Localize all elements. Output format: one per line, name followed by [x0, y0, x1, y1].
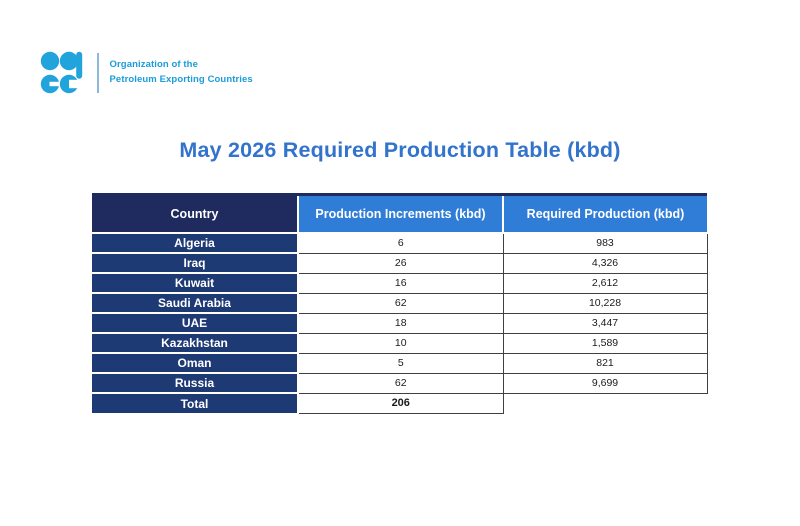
org-name-line2: Petroleum Exporting Countries [109, 74, 253, 85]
column-header-country: Country [92, 193, 299, 234]
required-cell: 10,228 [502, 292, 708, 314]
required-cell: 9,699 [502, 372, 708, 394]
table-body: Algeria 6 983 Iraq 26 4,326 Kuwait 16 2,612 Saudi… [92, 232, 708, 414]
required-cell: 1,589 [502, 332, 708, 354]
table-row: Algeria 6 983 [92, 232, 708, 254]
increment-cell: 62 [297, 372, 504, 394]
country-cell: Russia [92, 373, 299, 394]
table-total-row: Total 206 [92, 392, 707, 414]
column-header-required: Required Production (kbd) [503, 193, 707, 234]
increment-cell: 26 [297, 252, 504, 274]
country-cell: UAE [92, 313, 299, 334]
country-cell: Saudi Arabia [92, 293, 299, 314]
country-cell: Kuwait [92, 273, 299, 294]
required-cell: 3,447 [502, 312, 708, 334]
increment-cell: 10 [297, 332, 504, 354]
required-cell: 821 [502, 352, 708, 374]
country-cell: Kazakhstan [92, 333, 299, 354]
country-cell: Iraq [92, 253, 299, 274]
org-name: Organization of the Petroleum Exporting … [110, 58, 253, 87]
increment-cell: 16 [297, 272, 504, 294]
page-title: May 2026 Required Production Table (kbd) [179, 138, 621, 162]
increment-cell: 5 [297, 352, 504, 374]
required-cell: 983 [502, 232, 708, 254]
table-row: Oman 5 821 [92, 352, 708, 374]
increment-cell: 18 [297, 312, 504, 334]
logo-divider [97, 53, 99, 93]
increment-cell: 6 [297, 232, 504, 254]
table-row: UAE 18 3,447 [92, 312, 708, 334]
increment-cell: 62 [297, 292, 504, 314]
opec-logo-icon [40, 50, 86, 96]
required-cell [503, 393, 707, 413]
required-cell: 4,326 [502, 252, 708, 274]
table-row: Kuwait 16 2,612 [92, 272, 708, 294]
opec-logo-lockup: Organization of the Petroleum Exporting … [40, 50, 253, 96]
country-cell: Algeria [92, 233, 299, 254]
country-cell: Total [92, 393, 299, 413]
table-row: Iraq 26 4,326 [92, 252, 708, 274]
column-header-increments: Production Increments (kbd) [298, 193, 504, 234]
country-cell: Oman [92, 353, 299, 374]
table-row: Russia 62 9,699 [92, 372, 708, 394]
header-row: Country Production Increments (kbd) Requ… [92, 193, 707, 234]
table-row: Kazakhstan 10 1,589 [92, 332, 708, 354]
production-table: Country Production Increments (kbd) Requ… [92, 193, 708, 414]
table-header: Country Production Increments (kbd) Requ… [92, 193, 707, 234]
required-cell: 2,612 [502, 272, 708, 294]
increment-cell: 206 [297, 392, 504, 414]
table-row: Saudi Arabia 62 10,228 [92, 292, 708, 314]
org-name-line1: Organization of the [109, 59, 198, 71]
